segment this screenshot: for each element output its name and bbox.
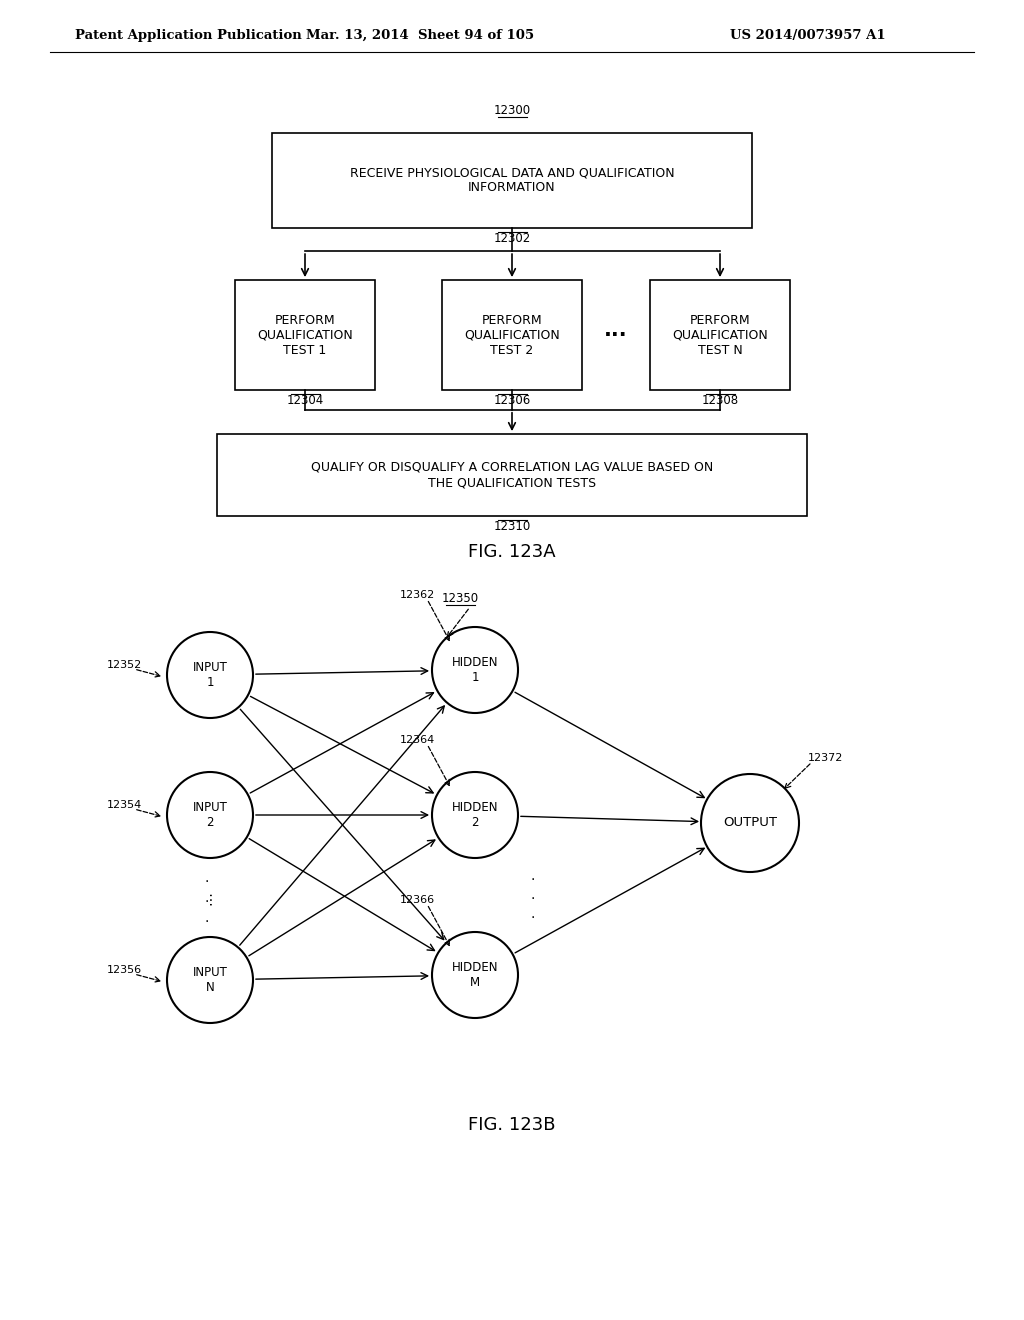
Circle shape (432, 932, 518, 1018)
Text: INPUT
N: INPUT N (193, 966, 227, 994)
Text: 12308: 12308 (701, 393, 738, 407)
FancyBboxPatch shape (650, 280, 790, 389)
FancyBboxPatch shape (217, 434, 807, 516)
Text: PERFORM
QUALIFICATION
TEST N: PERFORM QUALIFICATION TEST N (672, 314, 768, 356)
Text: 12354: 12354 (106, 800, 142, 810)
FancyBboxPatch shape (272, 132, 752, 227)
Text: 12300: 12300 (494, 103, 530, 116)
Text: 12304: 12304 (287, 393, 324, 407)
Text: US 2014/0073957 A1: US 2014/0073957 A1 (730, 29, 886, 41)
Circle shape (167, 772, 253, 858)
Text: INPUT
2: INPUT 2 (193, 801, 227, 829)
Text: PERFORM
QUALIFICATION
TEST 1: PERFORM QUALIFICATION TEST 1 (257, 314, 353, 356)
Text: 12362: 12362 (400, 590, 435, 601)
Text: PERFORM
QUALIFICATION
TEST 2: PERFORM QUALIFICATION TEST 2 (464, 314, 560, 356)
Circle shape (701, 774, 799, 873)
Text: Mar. 13, 2014  Sheet 94 of 105: Mar. 13, 2014 Sheet 94 of 105 (306, 29, 535, 41)
Text: ⋯: ⋯ (203, 891, 217, 906)
Text: 12306: 12306 (494, 393, 530, 407)
FancyBboxPatch shape (234, 280, 375, 389)
Text: Patent Application Publication: Patent Application Publication (75, 29, 302, 41)
Text: HIDDEN
2: HIDDEN 2 (452, 801, 499, 829)
Text: INPUT
1: INPUT 1 (193, 661, 227, 689)
Text: 12356: 12356 (106, 965, 142, 975)
Text: 12350: 12350 (441, 591, 478, 605)
Text: RECEIVE PHYSIOLOGICAL DATA AND QUALIFICATION
INFORMATION: RECEIVE PHYSIOLOGICAL DATA AND QUALIFICA… (349, 166, 675, 194)
Text: .
.
.: . . . (205, 871, 209, 924)
Text: 12352: 12352 (106, 660, 142, 671)
Text: 12310: 12310 (494, 520, 530, 533)
Text: ...: ... (604, 319, 628, 341)
Circle shape (432, 627, 518, 713)
Text: 12366: 12366 (400, 895, 435, 906)
Text: HIDDEN
M: HIDDEN M (452, 961, 499, 989)
FancyBboxPatch shape (442, 280, 582, 389)
Text: OUTPUT: OUTPUT (723, 817, 777, 829)
Text: 12372: 12372 (808, 752, 844, 763)
Circle shape (167, 632, 253, 718)
Text: FIG. 123B: FIG. 123B (468, 1115, 556, 1134)
Text: .
.
.: . . . (530, 869, 536, 921)
Text: QUALIFY OR DISQUALIFY A CORRELATION LAG VALUE BASED ON
THE QUALIFICATION TESTS: QUALIFY OR DISQUALIFY A CORRELATION LAG … (311, 461, 713, 488)
Circle shape (167, 937, 253, 1023)
Text: FIG. 123A: FIG. 123A (468, 543, 556, 561)
Circle shape (432, 772, 518, 858)
Text: 12364: 12364 (400, 735, 435, 744)
Text: 12302: 12302 (494, 231, 530, 244)
Text: HIDDEN
1: HIDDEN 1 (452, 656, 499, 684)
